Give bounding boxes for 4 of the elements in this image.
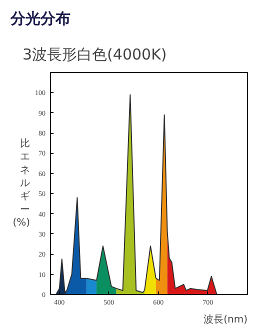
x-axis-title: 波長(nm) bbox=[204, 314, 248, 326]
y-axis-title: 比エネルギー(%) bbox=[12, 137, 30, 229]
chart-title: 分光分布 bbox=[10, 10, 70, 28]
chart-subtitle: 3波長形白色(4000K) bbox=[22, 46, 167, 64]
